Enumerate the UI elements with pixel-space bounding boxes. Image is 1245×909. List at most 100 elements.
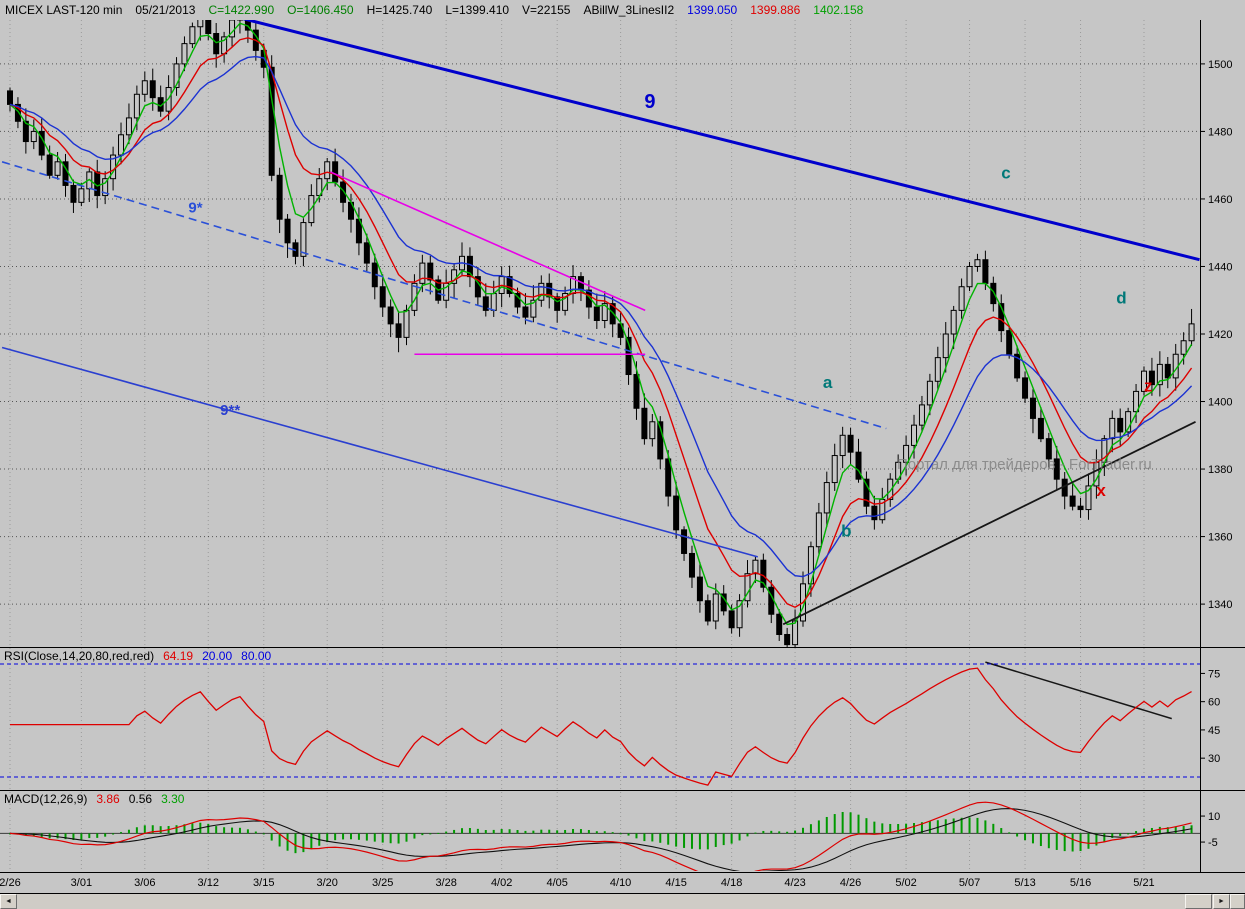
- candle: [363, 233, 370, 272]
- macd-histogram-bar: [802, 827, 804, 834]
- macd-histogram-bar: [556, 830, 559, 834]
- macd-histogram-bar: [421, 833, 424, 836]
- macd-histogram-bar: [714, 833, 717, 847]
- header-item: 1399.050: [687, 2, 738, 17]
- candle: [546, 273, 553, 309]
- header-item: 1399.886: [750, 2, 801, 17]
- macd-histogram-bar: [564, 829, 567, 834]
- macd-histogram-bar: [127, 829, 130, 834]
- candle-body: [942, 333, 949, 359]
- candle-body: [752, 559, 759, 575]
- candle-body: [1188, 323, 1195, 342]
- macd-histogram-bar: [794, 830, 797, 834]
- rsi-label-item: RSI(Close,14,20,80,red,red): [4, 649, 155, 663]
- date-label: 4/15: [665, 877, 686, 889]
- macd-histogram-bar: [913, 823, 916, 834]
- macd-histogram-bar: [405, 833, 408, 842]
- macd-histogram-bar: [159, 826, 162, 834]
- candle-body: [70, 184, 77, 203]
- candle: [78, 182, 85, 207]
- macd-histogram-bar: [730, 833, 733, 844]
- candle-body: [855, 451, 862, 480]
- date-label: 4/18: [721, 877, 742, 889]
- axis-label: 1460: [1208, 194, 1232, 206]
- macd-histogram-bar: [1190, 825, 1193, 834]
- macd-histogram-bar: [572, 828, 575, 834]
- date-label: 4/23: [784, 877, 805, 889]
- macd-histogram-bar: [1031, 833, 1034, 844]
- horizontal-scrollbar[interactable]: ◄ ►: [0, 893, 1245, 909]
- candle-body: [847, 434, 854, 453]
- axis-label: 10: [1208, 811, 1220, 823]
- candle: [30, 119, 37, 150]
- candle: [744, 560, 751, 608]
- macd-histogram-bar: [897, 823, 900, 834]
- candle-body: [776, 613, 783, 635]
- macd-histogram-bar: [516, 830, 519, 834]
- trendline-rising-support: [782, 420, 1196, 626]
- macd-histogram-bar: [1000, 828, 1003, 834]
- macd-histogram-bar: [1095, 833, 1098, 846]
- date-label: 5/16: [1070, 877, 1091, 889]
- macd-histogram-bar: [1071, 833, 1074, 852]
- candle: [760, 553, 767, 593]
- candle-body: [514, 292, 521, 308]
- macd-histogram-bar: [548, 829, 551, 834]
- candle-body: [554, 296, 561, 311]
- wave-label: 9**: [220, 402, 240, 419]
- candle: [125, 103, 132, 145]
- candle: [926, 373, 933, 416]
- scrollbar-thumb[interactable]: [1185, 894, 1212, 909]
- macd-histogram-bar: [1119, 833, 1122, 836]
- candle: [506, 265, 513, 298]
- macd-histogram-bar: [302, 833, 305, 853]
- candle-body: [46, 154, 53, 176]
- candle-body: [189, 26, 196, 45]
- macd-histogram-bar: [1127, 833, 1130, 835]
- candle-body: [593, 306, 600, 321]
- candle: [990, 276, 997, 312]
- candle: [934, 346, 941, 390]
- scrollbar-track[interactable]: [17, 894, 1213, 909]
- date-label: 5/02: [895, 877, 916, 889]
- candle: [1148, 357, 1155, 396]
- candle-body: [998, 303, 1005, 332]
- macd-histogram-bar: [1142, 828, 1145, 834]
- macd-histogram-bar: [484, 830, 487, 834]
- scroll-left-button[interactable]: ◄: [0, 894, 17, 909]
- macd-histogram-bar: [104, 833, 107, 837]
- macd-histogram-bar: [849, 812, 852, 834]
- candle-body: [696, 576, 703, 602]
- candle: [673, 481, 680, 539]
- macd-histogram-bar: [675, 833, 678, 847]
- candle-body: [903, 444, 910, 463]
- macd-histogram-bar: [183, 824, 186, 834]
- macd-histogram-bar: [413, 833, 416, 839]
- candle-body: [141, 80, 148, 95]
- macd-histogram-bar: [254, 831, 257, 834]
- macd-histogram-bar: [175, 825, 178, 834]
- macd-histogram-bar: [468, 828, 471, 834]
- trendline-channel-bottom-9starstar: [1, 346, 759, 558]
- scroll-right-button[interactable]: ►: [1213, 894, 1230, 909]
- macd-histogram-bar: [262, 833, 265, 835]
- date-label: 5/21: [1133, 877, 1154, 889]
- macd-histogram-bar: [429, 833, 432, 835]
- candle: [696, 562, 703, 613]
- candle: [189, 22, 196, 49]
- macd-label-item: 0.56: [128, 792, 153, 806]
- macd-histogram-bar: [96, 833, 99, 838]
- candle: [792, 609, 799, 648]
- macd-histogram-bar: [698, 833, 701, 850]
- candle-body: [379, 286, 386, 308]
- macd-histogram-bar: [1024, 833, 1027, 841]
- macd-histogram-bar: [841, 811, 844, 834]
- candle-body: [118, 134, 125, 156]
- candle: [776, 609, 783, 641]
- candle: [879, 487, 886, 524]
- candle-body: [197, 20, 204, 28]
- candle-body: [205, 20, 212, 35]
- candle-body: [1164, 363, 1171, 379]
- candle: [903, 435, 910, 476]
